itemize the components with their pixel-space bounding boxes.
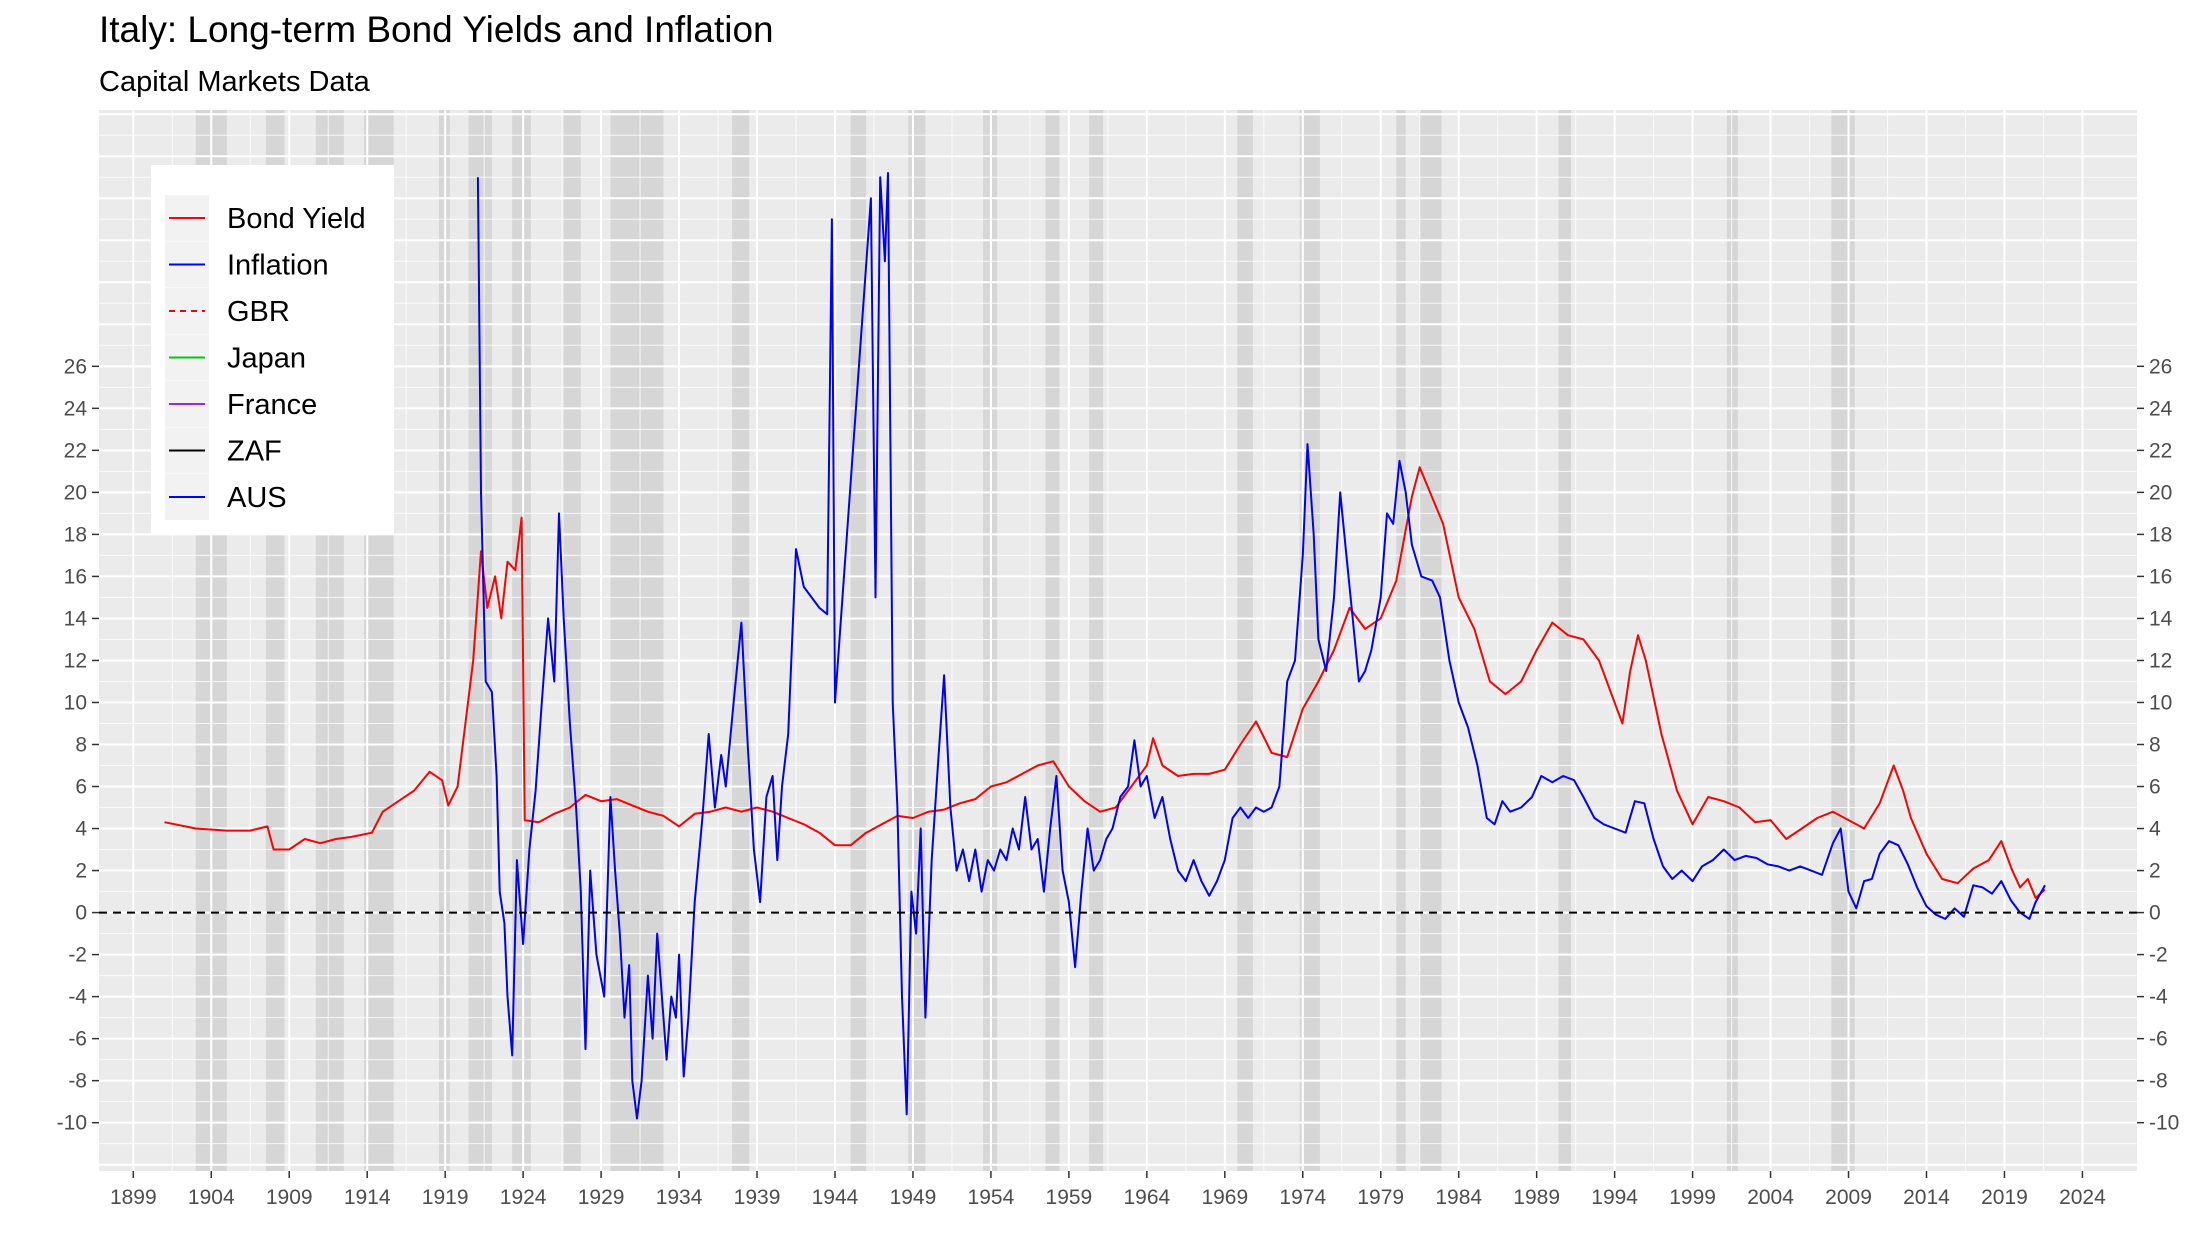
x-tick-label: 1974	[1279, 1186, 1326, 1209]
x-tick-label: 1944	[812, 1186, 859, 1209]
y-tick-label-right: 0	[2149, 902, 2161, 925]
y-tick-label-left: 4	[75, 818, 87, 841]
y-tick-label-left: 26	[64, 355, 87, 378]
y-tick-label-right: -8	[2149, 1070, 2168, 1093]
x-tick-label: 1909	[266, 1186, 313, 1209]
shaded-period	[1726, 110, 1738, 1171]
legend-label-japan: Japan	[227, 343, 306, 375]
y-tick-label-right: -4	[2149, 986, 2168, 1009]
chart-subtitle: Capital Markets Data	[99, 66, 371, 98]
shaded-period	[1831, 110, 1855, 1171]
shaded-period	[1045, 110, 1060, 1171]
y-tick-label-left: 2	[75, 860, 87, 883]
shaded-period	[468, 110, 492, 1171]
x-tick-label: 1964	[1123, 1186, 1170, 1209]
x-tick-label: 1939	[734, 1186, 781, 1209]
plot-panel	[99, 110, 2137, 1171]
y-tick-label-left: 12	[64, 649, 87, 672]
y-tick-label-right: 8	[2149, 733, 2161, 756]
y-tick-label-left: 8	[75, 733, 87, 756]
legend-label-bond-yield: Bond Yield	[227, 203, 366, 235]
x-tick-label: 1959	[1046, 1186, 1093, 1209]
y-tick-label-left: 14	[64, 607, 88, 630]
x-tick-label: 2009	[1825, 1186, 1872, 1209]
legend-label-inflation: Inflation	[227, 250, 329, 282]
y-tick-label-right: 6	[2149, 776, 2161, 799]
series-line-bond-yield	[164, 466, 2046, 899]
x-tick-label: 2004	[1747, 1186, 1794, 1209]
x-tick-label: 1954	[968, 1186, 1015, 1209]
shaded-period	[1089, 110, 1104, 1171]
x-tick-label: 1969	[1201, 1186, 1248, 1209]
x-tick-label: 1994	[1591, 1186, 1638, 1209]
x-tick-label: 1919	[422, 1186, 469, 1209]
series-line-inflation	[476, 172, 2046, 1120]
y-tick-label-right: 10	[2149, 691, 2172, 714]
y-tick-label-right: 26	[2149, 355, 2172, 378]
x-tick-label: 1979	[1357, 1186, 1404, 1209]
shaded-period	[1419, 110, 1442, 1171]
legend-label-zaf: ZAF	[227, 436, 282, 468]
x-tick-label: 1989	[1513, 1186, 1560, 1209]
y-tick-label-right: 16	[2149, 565, 2172, 588]
shaded-period	[1237, 110, 1253, 1171]
x-tick-label: 2019	[1981, 1186, 2028, 1209]
legend-label-france: France	[227, 389, 317, 421]
x-tick-label: 1914	[344, 1186, 391, 1209]
legend-label-aus: AUS	[227, 482, 287, 514]
x-tick-label: 1899	[110, 1186, 157, 1209]
x-tick-label: 2024	[2059, 1186, 2106, 1209]
y-tick-label-right: 22	[2149, 439, 2172, 462]
y-tick-label-left: 10	[64, 691, 87, 714]
y-tick-label-left: 0	[75, 902, 87, 925]
plot-area: 1899 1904 1909 1914 1919 1924 1929 1934 1939 1944…	[57, 110, 2179, 1209]
x-tick-label: 1934	[656, 1186, 703, 1209]
shaded-period	[1299, 110, 1320, 1171]
x-tick-label: 1929	[578, 1186, 625, 1209]
x-tick-label: 1949	[890, 1186, 937, 1209]
y-tick-label-left: -10	[57, 1112, 87, 1135]
y-tick-label-right: -10	[2149, 1112, 2179, 1135]
shaded-period	[1558, 110, 1571, 1171]
legend-label-gbr: GBR	[227, 296, 290, 328]
chart-title: Italy: Long-term Bond Yields and Inflati…	[99, 9, 774, 50]
y-tick-label-left: 20	[64, 481, 87, 504]
x-tick-label: 2014	[1903, 1186, 1950, 1209]
x-tick-label: 1999	[1669, 1186, 1716, 1209]
y-tick-label-left: 6	[75, 776, 87, 799]
y-tick-label-left: 24	[64, 397, 88, 420]
y-tick-label-left: 18	[64, 523, 87, 546]
y-tick-label-left: -8	[68, 1070, 87, 1093]
y-tick-label-left: -2	[68, 944, 87, 967]
y-tick-label-right: 4	[2149, 818, 2161, 841]
y-tick-label-right: 20	[2149, 481, 2172, 504]
y-tick-label-right: 18	[2149, 523, 2172, 546]
y-tick-label-left: -4	[68, 986, 87, 1009]
shaded-period	[1396, 110, 1406, 1171]
x-tick-label: 1924	[500, 1186, 547, 1209]
y-tick-label-right: 14	[2149, 607, 2173, 630]
shaded-period	[610, 110, 664, 1171]
y-tick-label-left: -6	[68, 1028, 87, 1051]
x-tick-label: 1984	[1435, 1186, 1482, 1209]
y-tick-label-right: 12	[2149, 649, 2172, 672]
shaded-period	[908, 110, 926, 1171]
y-tick-label-left: 22	[64, 439, 87, 462]
y-tick-label-right: 24	[2149, 397, 2173, 420]
shaded-period	[563, 110, 581, 1171]
y-tick-label-right: -6	[2149, 1028, 2168, 1051]
y-tick-label-right: 2	[2149, 860, 2161, 883]
x-tick-label: 1904	[188, 1186, 235, 1209]
shaded-period	[850, 110, 867, 1171]
y-tick-label-left: 16	[64, 565, 87, 588]
shaded-period	[512, 110, 531, 1171]
y-tick-label-right: -2	[2149, 944, 2168, 967]
